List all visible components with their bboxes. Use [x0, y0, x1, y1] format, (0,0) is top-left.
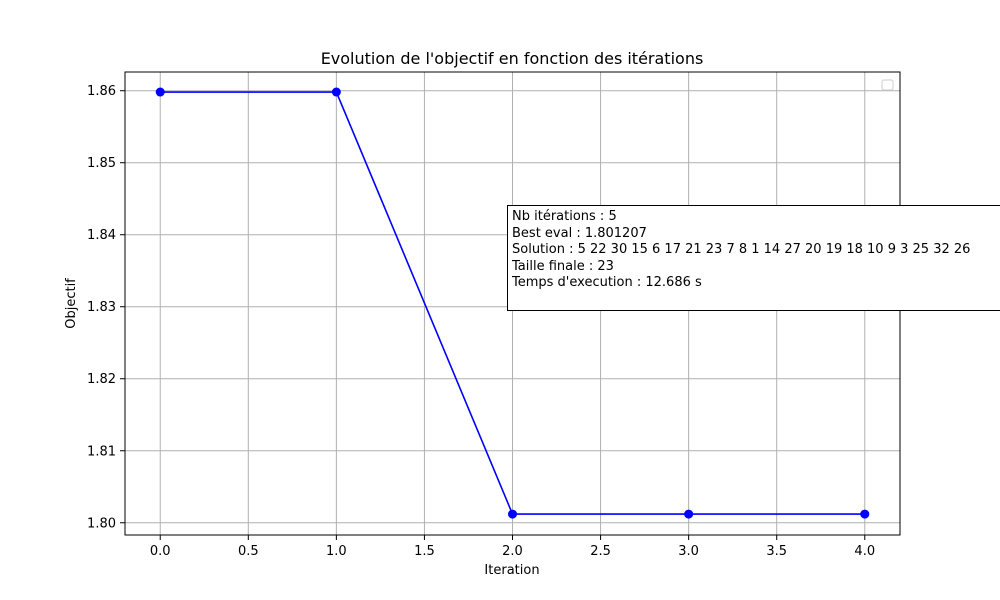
y-axis-ticks: 1.80 1.81 1.82 1.83 1.84 1.85 1.86 [87, 84, 125, 531]
x-tick-label: 2.5 [590, 544, 611, 559]
data-point [155, 87, 165, 97]
plot-series [155, 87, 870, 519]
y-axis-label: Objectif [64, 278, 79, 329]
y-tick-label: 1.83 [87, 300, 116, 315]
x-axis-label: Iteration [484, 563, 539, 578]
data-point [508, 509, 517, 519]
x-tick-label: 2.0 [502, 544, 523, 559]
y-tick-label: 1.80 [87, 516, 116, 531]
x-tick-label: 0.5 [238, 544, 259, 559]
info-annotation-box: Nb itérations : 5 Best eval : 1.801207 S… [507, 205, 1000, 311]
info-line-solution: Solution : 5 22 30 15 6 17 21 23 7 8 1 1… [512, 242, 971, 257]
x-tick-label: 3.0 [678, 544, 699, 559]
x-tick-label: 0.0 [150, 544, 171, 559]
y-tick-label: 1.84 [87, 228, 116, 243]
info-line-exec-time: Temps d'execution : 12.686 s [512, 275, 702, 290]
y-tick-label: 1.86 [87, 84, 116, 99]
info-line-iterations: Nb itérations : 5 [512, 209, 617, 224]
data-point [331, 87, 341, 97]
y-tick-label: 1.82 [87, 372, 116, 387]
x-tick-label: 4.0 [854, 544, 875, 559]
x-tick-label: 1.0 [326, 544, 347, 559]
x-axis-ticks: 0.0 0.5 1.0 1.5 2.0 2.5 3.0 3.5 4.0 [150, 535, 875, 559]
info-line-final-size: Taille finale : 23 [512, 258, 614, 274]
legend-box [881, 79, 894, 91]
data-point [684, 509, 694, 519]
y-tick-label: 1.85 [87, 156, 116, 171]
x-tick-label: 1.5 [414, 544, 435, 559]
data-point [860, 509, 870, 519]
x-tick-label: 3.5 [766, 544, 787, 559]
info-line-best-eval: Best eval : 1.801207 [512, 225, 647, 241]
y-tick-label: 1.81 [87, 444, 116, 459]
chart-title: Evolution de l'objectif en fonction des … [321, 49, 704, 68]
